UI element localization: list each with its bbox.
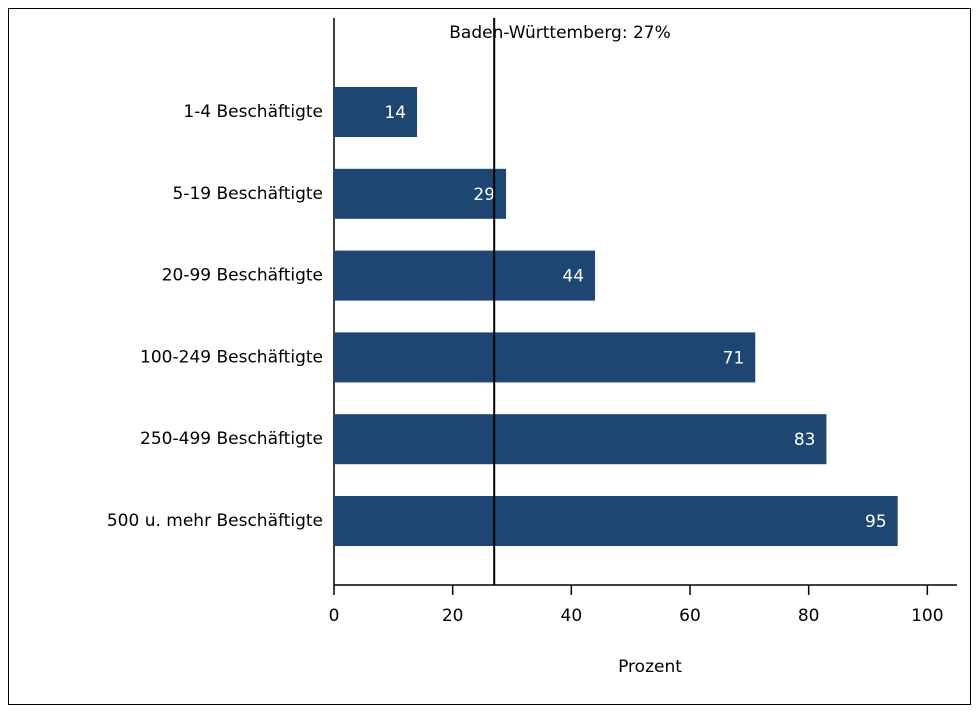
bar	[334, 250, 596, 301]
value-label: 29	[473, 185, 495, 205]
x-axis-title: Prozent	[618, 657, 682, 677]
y-tick-label: 5-19 Beschäftigte	[173, 184, 324, 204]
bar	[334, 332, 756, 383]
reference-label: Baden-Württemberg: 27%	[449, 23, 671, 43]
bar	[334, 414, 827, 465]
y-tick-label: 250-499 Beschäftigte	[140, 429, 323, 449]
value-label: 14	[384, 103, 406, 123]
y-tick-label: 500 u. mehr Beschäftigte	[107, 511, 323, 531]
value-label: 95	[865, 512, 887, 532]
x-tick-label: 20	[442, 606, 464, 626]
y-tick-label: 1-4 Beschäftigte	[183, 102, 323, 122]
value-label: 83	[794, 430, 816, 450]
x-tick-label: 100	[911, 606, 943, 626]
bar	[334, 87, 418, 137]
y-tick-label: 20-99 Beschäftigte	[162, 266, 323, 286]
bar	[334, 168, 507, 219]
x-tick-label: 60	[679, 606, 701, 626]
value-label: 44	[562, 267, 584, 287]
bar	[334, 496, 898, 546]
y-tick-label: 100-249 Beschäftigte	[140, 347, 323, 367]
x-tick-label: 40	[561, 606, 583, 626]
value-label: 71	[723, 348, 745, 368]
x-tick-label: 80	[798, 606, 820, 626]
x-tick-label: 0	[329, 606, 340, 626]
